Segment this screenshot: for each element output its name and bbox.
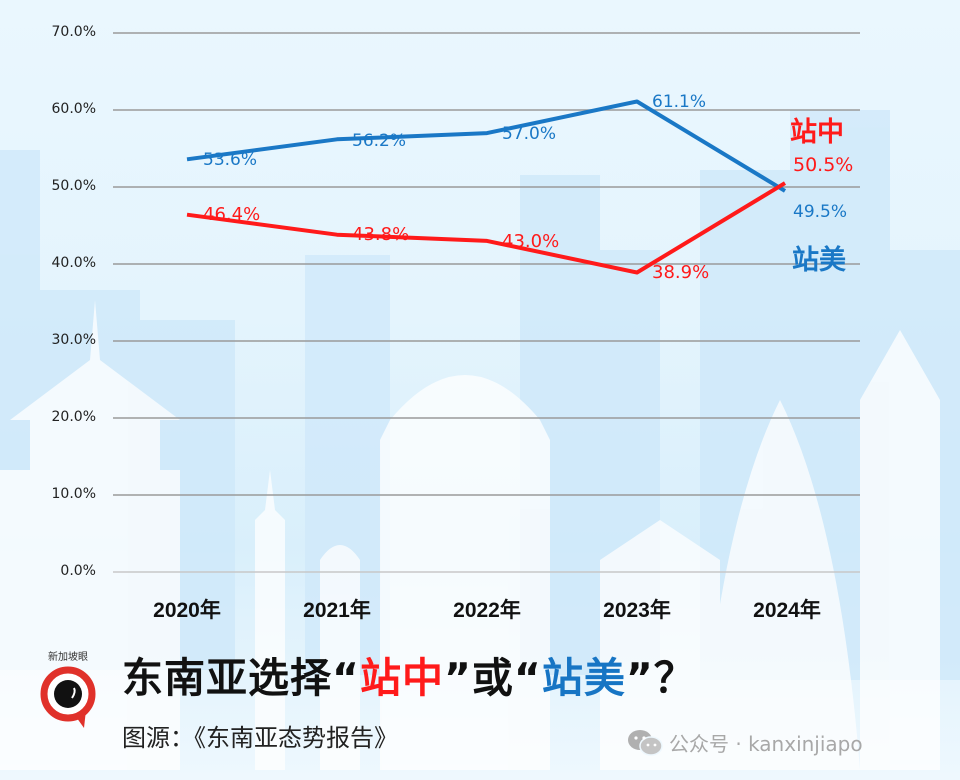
x-tick: 2022年 bbox=[453, 599, 521, 622]
gridlines bbox=[113, 32, 860, 573]
y-tick: 30.0% bbox=[51, 332, 96, 348]
watermark-text: 公众号 · kanxinjiapo bbox=[669, 732, 863, 756]
y-tick: 10.0% bbox=[51, 486, 96, 502]
series-line-zhanzhong bbox=[186, 181, 787, 275]
series-line-zhanmei bbox=[186, 99, 787, 193]
data-label-red: 43.8% bbox=[352, 224, 410, 245]
data-label-red: 38.9% bbox=[652, 262, 710, 283]
title-part: ”或“ bbox=[443, 654, 542, 702]
data-label-blue: 53.6% bbox=[203, 150, 258, 170]
watermark: 公众号 · kanxinjiapo bbox=[627, 728, 863, 757]
chart-title: 东南亚选择“站中”或“站美”？ bbox=[122, 644, 696, 704]
y-tick: 0.0% bbox=[60, 563, 96, 579]
xinjiapoyan-logo-icon: 新加坡眼 bbox=[40, 650, 96, 728]
title-part: ”？ bbox=[625, 654, 696, 702]
x-tick: 2021年 bbox=[303, 599, 371, 622]
y-tick: 70.0% bbox=[51, 24, 96, 40]
x-tick: 2020年 bbox=[153, 599, 221, 622]
y-tick: 60.0% bbox=[51, 101, 96, 117]
svg-text:新加坡眼: 新加坡眼 bbox=[48, 650, 88, 663]
wechat-icon bbox=[628, 729, 663, 756]
title-part: 东南亚选择“ bbox=[122, 654, 360, 702]
x-tick: 2023年 bbox=[603, 599, 671, 622]
legend-zhanzhong: 站中 bbox=[790, 117, 844, 148]
data-label-blue: 61.1% bbox=[652, 92, 707, 112]
data-label-blue: 56.2% bbox=[352, 131, 407, 151]
source-text: 图源：《东南亚态势报告》 bbox=[122, 724, 398, 752]
data-label-blue: 49.5% bbox=[793, 202, 848, 222]
y-tick: 20.0% bbox=[51, 409, 96, 425]
y-tick: 40.0% bbox=[51, 255, 96, 271]
x-tick: 2024年 bbox=[753, 599, 821, 622]
title-blue: 站美 bbox=[541, 654, 626, 702]
data-label-red: 46.4% bbox=[203, 204, 261, 225]
y-tick: 50.0% bbox=[51, 178, 96, 194]
data-label-red: 43.0% bbox=[502, 231, 560, 252]
data-label-blue: 57.0% bbox=[502, 124, 557, 144]
legend-zhanmei: 站美 bbox=[792, 245, 846, 276]
title-red: 站中 bbox=[359, 654, 444, 702]
data-label-red: 50.5% bbox=[793, 154, 854, 176]
